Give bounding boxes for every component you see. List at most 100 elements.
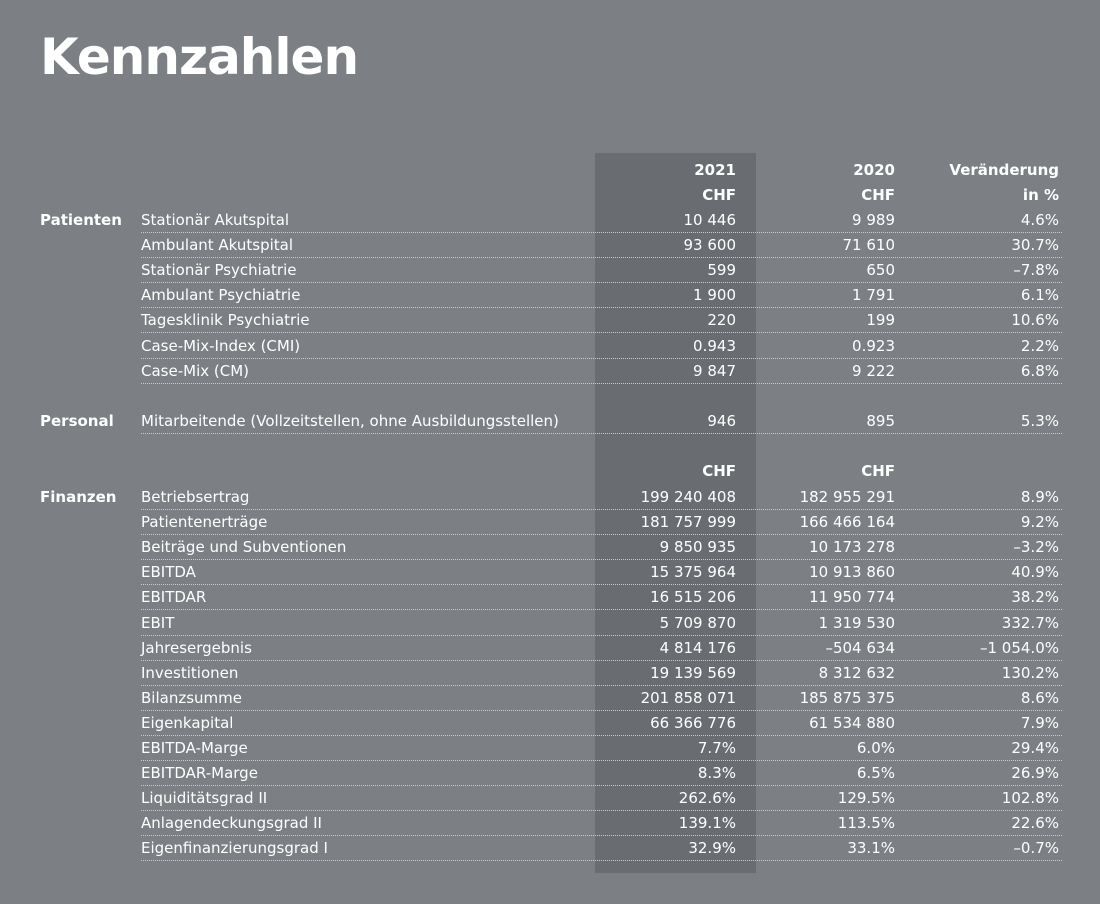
value-2020: 650 [866, 261, 895, 280]
row-label: Stationär Akutspital [141, 211, 290, 229]
header-2021: 2021 [694, 161, 736, 179]
value-change: 130.2% [1001, 663, 1059, 682]
value-2020: 895 [866, 412, 895, 430]
value-change: 332.7% [1001, 613, 1059, 632]
section-label: Finanzen [40, 488, 117, 506]
table-row: Finanzen Betriebsertrag 199 240 408 182 955… [0, 485, 1100, 510]
header-row-units: CHF CHF in % [0, 183, 1100, 208]
value-2020: 199 [866, 311, 895, 330]
value-change: 5.3% [1020, 412, 1059, 430]
value-2021: 10 446 [683, 211, 737, 229]
value-change: 8.6% [1020, 688, 1059, 707]
table-row: EBIT 5 709 870 1 319 530 332.7% [0, 611, 1100, 636]
table-row: EBITDAR 16 515 206 11 950 774 38.2% [0, 585, 1100, 611]
table-row: Anlagendeckungsgrad II 139.1% 113.5% 22.6% [0, 811, 1100, 837]
value-2020: 61 534 880 [809, 713, 895, 732]
table-row: Personal Mitarbeitende (Vollzeitstellen, … [0, 409, 1100, 434]
header-2021-unit: CHF [702, 186, 736, 204]
table-row: Case-Mix (CM) 9 847 9 222 6.8% [0, 359, 1100, 384]
value-2020: 185 875 375 [799, 688, 895, 707]
value-change: 102.8% [1001, 789, 1059, 808]
row-label: Eigenfinanzierungsgrad I [141, 839, 328, 858]
value-2021: 262.6% [678, 789, 736, 808]
value-change: –0.7% [1013, 839, 1059, 858]
row-label: Stationär Psychiatrie [141, 261, 297, 280]
row-label: EBITDA-Marge [141, 739, 248, 757]
value-2020: 0.923 [852, 336, 895, 355]
row-label: Ambulant Akutspital [141, 236, 294, 255]
table-row: Stationär Psychiatrie 599 650 –7.8% [0, 258, 1100, 284]
table-row: Eigenfinanzierungsgrad I 32.9% 33.1% –0.7% [0, 836, 1100, 862]
table-row: Investitionen 19 139 569 8 312 632 130.2% [0, 661, 1100, 686]
finanzen-currency-2020: CHF [861, 462, 895, 480]
row-label: Eigenkapital [141, 713, 234, 732]
header-row-years: 2021 2020 Veränderung [0, 158, 1100, 183]
value-2020: 1 319 530 [818, 613, 895, 632]
header-change: Veränderung [949, 161, 1059, 179]
table-row: Patientenerträge 181 757 999 166 466 164 9.… [0, 510, 1100, 536]
value-2020: –504 634 [825, 638, 895, 657]
row-label: Liquiditätsgrad II [141, 789, 268, 808]
row-label: Betriebsertrag [141, 488, 250, 506]
row-label: Patientenerträge [141, 513, 268, 532]
value-2021: 15 375 964 [650, 563, 736, 582]
value-2021: 199 240 408 [640, 488, 736, 506]
table-row: Patienten Stationär Akutspital 10 446 9 989… [0, 208, 1100, 233]
value-change: 40.9% [1011, 563, 1059, 582]
header-2020: 2020 [853, 161, 895, 179]
value-2020: 113.5% [837, 814, 895, 833]
table-row: EBITDAR-Marge 8.3% 6.5% 26.9% [0, 761, 1100, 787]
value-change: 6.8% [1020, 361, 1059, 380]
row-label: EBITDAR [141, 588, 207, 607]
value-change: –1 054.0% [979, 638, 1059, 657]
row-label: Anlagendeckungsgrad II [141, 814, 322, 833]
value-2021: 4 814 176 [659, 638, 736, 657]
value-2021: 946 [707, 412, 736, 430]
value-2021: 201 858 071 [640, 688, 736, 707]
value-change: 4.6% [1020, 211, 1059, 229]
row-label: Jahresergebnis [141, 638, 252, 657]
value-2021: 8.3% [697, 764, 736, 783]
value-change: 6.1% [1020, 286, 1059, 305]
value-2021: 139.1% [678, 814, 736, 833]
value-change: –7.8% [1013, 261, 1059, 280]
table-row: Beiträge und Subventionen 9 850 935 10 173… [0, 535, 1100, 561]
table-row: EBITDA 15 375 964 10 913 860 40.9% [0, 560, 1100, 586]
table-row: EBITDA-Marge 7.7% 6.0% 29.4% [0, 736, 1100, 761]
value-2020: 33.1% [847, 839, 895, 858]
row-label: Case-Mix-Index (CMI) [141, 336, 301, 355]
value-2021: 66 366 776 [650, 713, 736, 732]
row-label: EBIT [141, 613, 175, 632]
row-label: Bilanzsumme [141, 688, 242, 707]
value-2021: 0.943 [693, 336, 736, 355]
value-2020: 9 222 [852, 361, 895, 380]
value-2021: 1 900 [693, 286, 736, 305]
value-2021: 220 [707, 311, 736, 330]
value-2020: 8 312 632 [818, 663, 895, 682]
value-2021: 5 709 870 [659, 613, 736, 632]
row-label: Ambulant Psychiatrie [141, 286, 301, 305]
page-title: Kennzahlen [40, 28, 359, 86]
value-2020: 9 989 [852, 211, 895, 229]
table-row: Bilanzsumme 201 858 071 185 875 375 8.6% [0, 686, 1100, 711]
value-2020: 71 610 [842, 236, 896, 255]
value-2021: 181 757 999 [640, 513, 736, 532]
value-change: 29.4% [1011, 739, 1059, 757]
header-2020-unit: CHF [861, 186, 895, 204]
value-change: 38.2% [1011, 588, 1059, 607]
table-row: Ambulant Psychiatrie 1 900 1 791 6.1% [0, 283, 1100, 309]
section-label: Patienten [40, 211, 122, 229]
value-change: 8.9% [1020, 488, 1059, 506]
row-label: EBITDAR-Marge [141, 764, 258, 783]
table-row: Eigenkapital 66 366 776 61 534 880 7.9% [0, 711, 1100, 736]
row-label: EBITDA [141, 563, 196, 582]
value-2021: 93 600 [683, 236, 737, 255]
value-2020: 10 913 860 [809, 563, 895, 582]
table-row: Jahresergebnis 4 814 176 –504 634 –1 054.0% [0, 636, 1100, 661]
table-row: Case-Mix-Index (CMI) 0.943 0.923 2.2% [0, 334, 1100, 359]
value-2020: 6.5% [856, 764, 895, 783]
row-label: Mitarbeitende (Vollzeitstellen, ohne Aus… [141, 412, 559, 430]
table-row: Ambulant Akutspital 93 600 71 610 30.7% [0, 233, 1100, 259]
value-change: 7.9% [1020, 713, 1059, 732]
value-2020: 11 950 774 [809, 588, 895, 607]
